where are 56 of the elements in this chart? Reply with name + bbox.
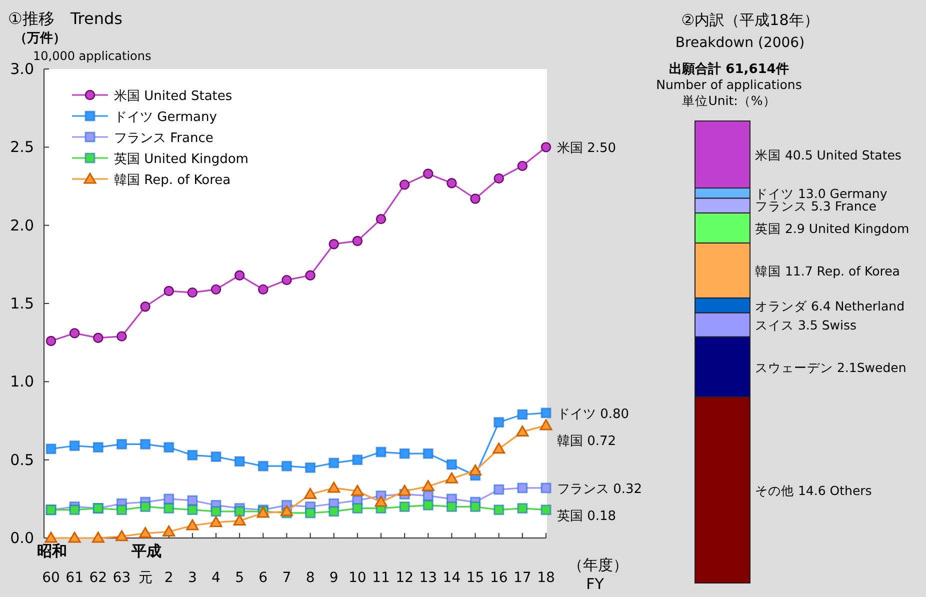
legend-label: 韓国 Rep. of Korea (114, 173, 231, 188)
y-tick-label: 2.5 (10, 138, 34, 156)
y-tick-label: 1.0 (10, 372, 34, 391)
legend-label: 英国 United Kingdom (114, 152, 248, 167)
y-tick-label: 2.0 (10, 216, 34, 234)
y-tick-label: 1.5 (10, 294, 34, 312)
y-tick-label: 0.5 (10, 450, 34, 469)
chart-title: ①推移 Trends (8, 9, 122, 28)
chart-title: ②内訳（平成18年） (681, 11, 819, 29)
legend-label: フランス France (114, 131, 214, 146)
text: 単位Unit:（%） (682, 93, 776, 108)
x-tick-label: 12 (396, 570, 414, 586)
x-tick-label: 17 (514, 570, 532, 586)
x-axis-title: （年度） FY (568, 556, 628, 593)
x-tick-label: 平成元 (130, 542, 162, 586)
x-tick-label: 3 (188, 570, 197, 586)
series-label: スイス 3.5 Swiss (755, 318, 856, 333)
x-tick-label: 11 (372, 570, 390, 586)
series-label: 英国 2.9 United Kingdom (755, 220, 910, 236)
x-tick-label: 4 (212, 570, 221, 586)
annotation: 米国 2.50 (557, 141, 616, 156)
x-tick-label: 63 (112, 570, 131, 586)
x-tick-label: 6 (258, 570, 268, 586)
x-tick-label: 2 (164, 570, 174, 586)
series-label: その他 14.6 Others (755, 482, 872, 498)
series-label: ドイツ 13.0 Germany (755, 186, 888, 202)
series-label: フランス 5.3 France (755, 198, 877, 214)
x-tick-label: 62 (89, 570, 108, 586)
annotation: 英国 0.18 (557, 508, 616, 524)
series-label: 米国 40.5 United States (755, 147, 902, 162)
y-axis-title: （万件） 10,000 applications (14, 31, 152, 63)
annotation: フランス 0.32 (557, 482, 642, 497)
x-tick-label: 14 (442, 570, 461, 586)
legend-label: ドイツ Germany (114, 110, 218, 125)
series-label: オランダ 6.4 Netherland (755, 298, 905, 314)
text: Number of applications (656, 77, 802, 92)
x-tick-label: 5 (235, 570, 244, 586)
chart-subtitle: Breakdown (2006) (675, 35, 805, 51)
x-tick-label: 16 (490, 570, 508, 586)
y-tick-label: 3.0 (10, 60, 34, 78)
legend-label: 米国 United States (114, 89, 232, 104)
x-tick-label: 7 (282, 570, 292, 586)
x-tick-label: 昭和60 (37, 542, 67, 586)
x-tick-label: 13 (419, 570, 438, 586)
text: 出願合計 61,614件 (669, 61, 789, 77)
annotation: ドイツ 0.80 (557, 406, 630, 422)
x-tick-label: 10 (348, 570, 366, 586)
x-tick-label: 9 (329, 570, 338, 586)
series-label: スウェーデン 2.1Sweden (755, 360, 906, 375)
y-tick-label: 0.0 (10, 529, 34, 547)
x-tick-label: 61 (66, 570, 84, 586)
x-tick-label: 8 (306, 570, 315, 586)
x-tick-label: 15 (466, 570, 484, 586)
x-tick-label: 18 (537, 570, 555, 586)
annotation: 韓国 0.72 (557, 434, 616, 449)
series-label: 韓国 11.7 Rep. of Korea (755, 263, 900, 278)
